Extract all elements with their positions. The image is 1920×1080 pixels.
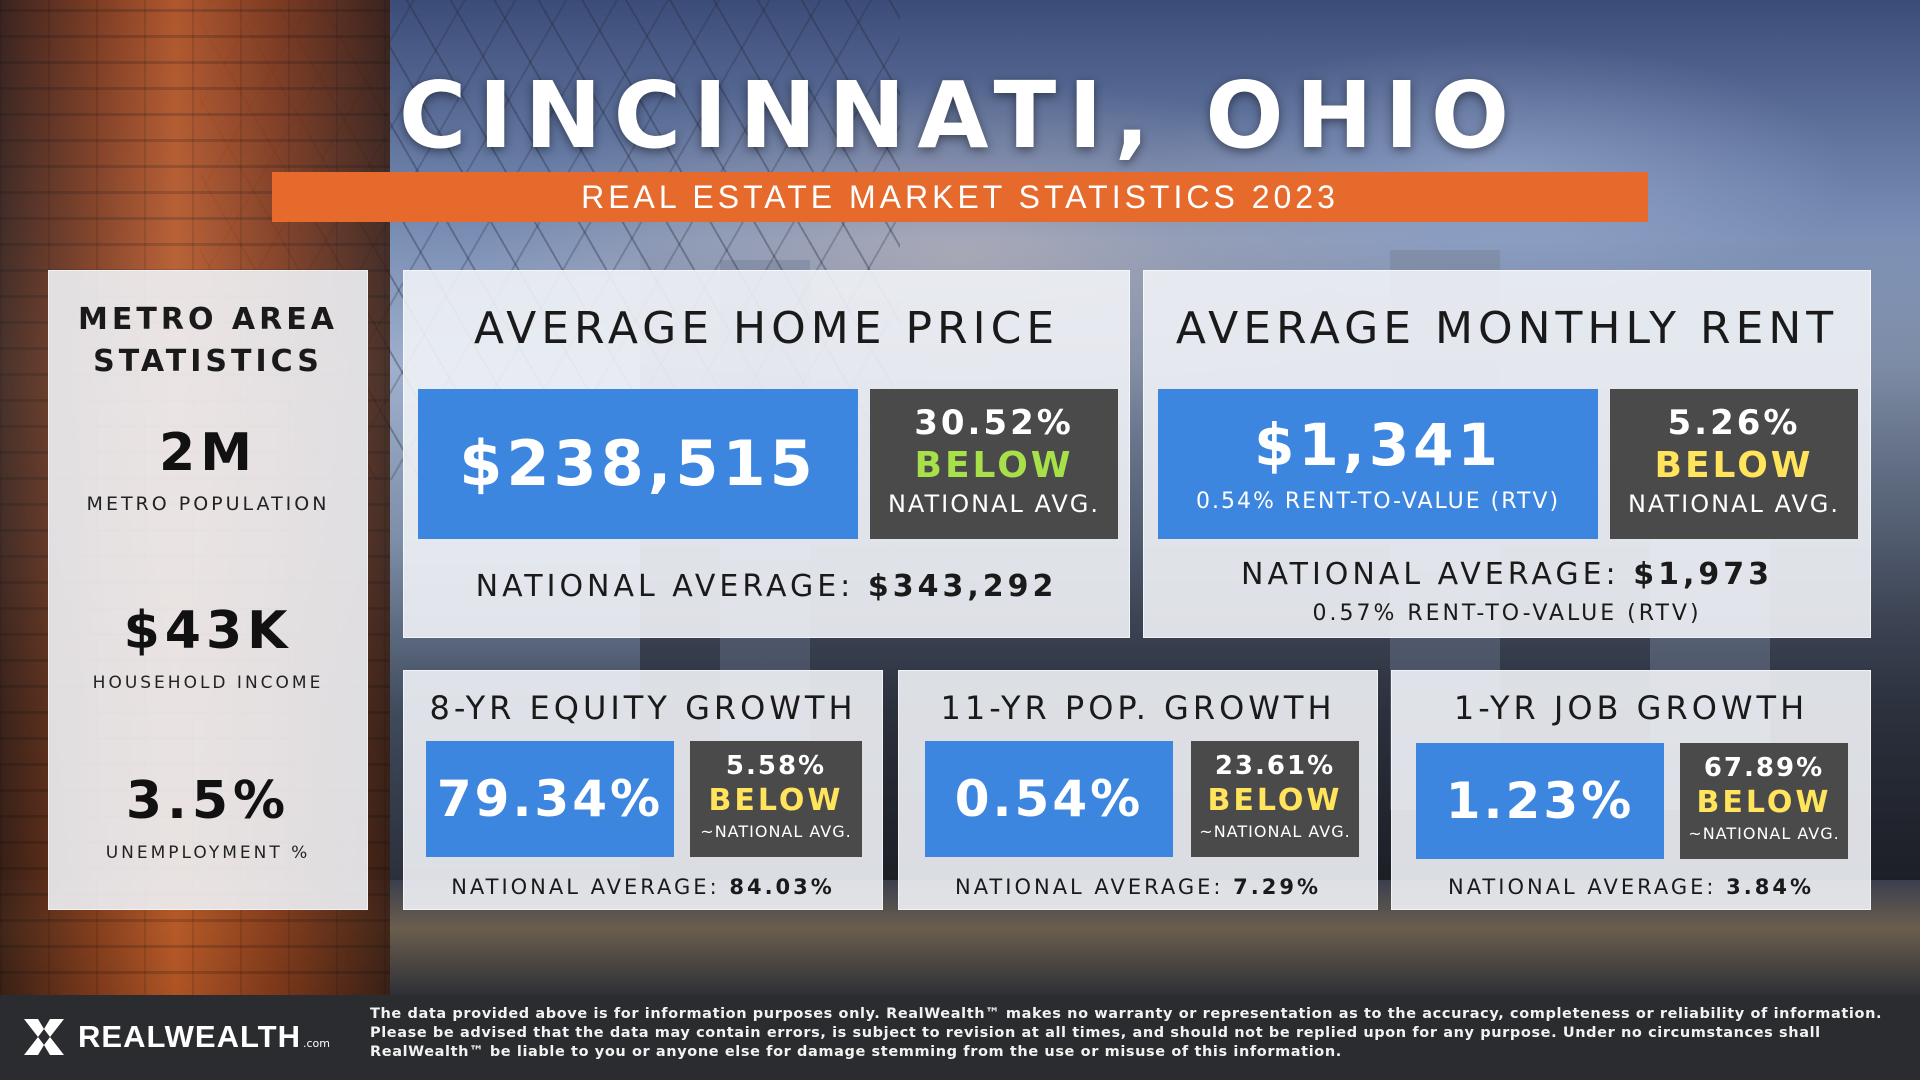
rent-national-rtv: 0.57% RENT-TO-VALUE (RTV): [1312, 601, 1702, 626]
job-national-label: NATIONAL AVERAGE:: [1447, 875, 1717, 899]
pop-below: BELOW: [1207, 783, 1343, 818]
rent-value-box: $1,341 0.54% RENT-TO-VALUE (RTV): [1158, 389, 1598, 539]
job-pct: 67.89%: [1703, 753, 1825, 783]
equity-growth-card: 8-YR EQUITY GROWTH 79.34% 5.58% BELOW ~N…: [403, 670, 883, 910]
pop-pct: 23.61%: [1214, 751, 1336, 781]
job-compare-box: 67.89% BELOW ~NATIONAL AVG.: [1680, 743, 1848, 859]
rent-national-line: NATIONAL AVERAGE: $1,973: [1144, 557, 1870, 592]
metro-heading-line1: METRO AREA: [78, 302, 338, 337]
rent-rtv: 0.54% RENT-TO-VALUE (RTV): [1195, 489, 1561, 514]
rent-national-label: NATIONAL AVERAGE:: [1241, 557, 1620, 592]
realwealth-logo[interactable]: REALWEALTH .com: [20, 1013, 330, 1061]
home-price-below: BELOW: [914, 445, 1074, 486]
equity-national-value: 84.03%: [729, 875, 835, 899]
home-price-nat-avg-label: NATIONAL AVG.: [887, 490, 1101, 518]
equity-compare-box: 5.58% BELOW ~NATIONAL AVG.: [690, 741, 862, 857]
job-nat-avg-label: ~NATIONAL AVG.: [1688, 824, 1840, 843]
home-price-card: AVERAGE HOME PRICE $238,515 30.52% BELOW…: [403, 270, 1130, 638]
home-price-value: $238,515: [459, 427, 817, 500]
job-below: BELOW: [1696, 785, 1832, 820]
equity-value-box: 79.34%: [426, 741, 674, 857]
job-value: 1.23%: [1445, 772, 1635, 830]
metro-stats-panel: METRO AREA STATISTICS 2M METRO POPULATIO…: [48, 270, 368, 910]
pop-value: 0.54%: [954, 770, 1144, 828]
metro-population-value: 2M: [159, 423, 257, 483]
rent-compare-box: 5.26% BELOW NATIONAL AVG.: [1610, 389, 1858, 539]
job-growth-title: 1-YR JOB GROWTH: [1453, 689, 1809, 727]
home-price-value-box: $238,515: [418, 389, 858, 539]
equity-below: BELOW: [708, 783, 844, 818]
household-income-label: HOUSEHOLD INCOME: [92, 673, 324, 693]
equity-nat-avg-label: ~NATIONAL AVG.: [700, 822, 852, 841]
equity-national-label: NATIONAL AVERAGE:: [451, 875, 720, 899]
realwealth-logo-icon: [20, 1013, 68, 1061]
home-price-national-label: NATIONAL AVERAGE:: [475, 569, 855, 604]
job-growth-card: 1-YR JOB GROWTH 1.23% 67.89% BELOW ~NATI…: [1391, 670, 1871, 910]
metro-population-label: METRO POPULATION: [86, 493, 330, 515]
job-value-box: 1.23%: [1416, 743, 1664, 859]
footer-bar: REALWEALTH .com The data provided above …: [0, 995, 1920, 1080]
unemployment-label: UNEMPLOYMENT %: [105, 843, 311, 863]
rent-below: BELOW: [1654, 445, 1814, 486]
home-price-title: AVERAGE HOME PRICE: [473, 303, 1060, 354]
rent-pct: 5.26%: [1667, 403, 1801, 443]
job-national-line: NATIONAL AVERAGE: 3.84%: [1392, 875, 1870, 899]
equity-growth-title: 8-YR EQUITY GROWTH: [429, 689, 857, 727]
home-price-pct: 30.52%: [914, 403, 1074, 443]
subtitle-banner: REAL ESTATE MARKET STATISTICS 2023: [272, 172, 1648, 222]
disclaimer-text: The data provided above is for informati…: [370, 1006, 1883, 1060]
page-title: CINCINNATI, OHIO: [398, 62, 1522, 169]
home-price-national-line: NATIONAL AVERAGE: $343,292: [404, 569, 1129, 604]
pop-value-box: 0.54%: [925, 741, 1173, 857]
monthly-rent-card: AVERAGE MONTHLY RENT $1,341 0.54% RENT-T…: [1143, 270, 1871, 638]
equity-national-line: NATIONAL AVERAGE: 84.03%: [404, 875, 882, 899]
home-price-compare-box: 30.52% BELOW NATIONAL AVG.: [870, 389, 1118, 539]
rent-value: $1,341: [1254, 411, 1502, 479]
pop-nat-avg-label: ~NATIONAL AVG.: [1199, 822, 1351, 841]
pop-growth-card: 11-YR POP. GROWTH 0.54% 23.61% BELOW ~NA…: [898, 670, 1378, 910]
pop-national-value: 7.29%: [1233, 875, 1321, 899]
pop-national-line: NATIONAL AVERAGE: 7.29%: [899, 875, 1377, 899]
unemployment-value: 3.5%: [125, 771, 291, 831]
pop-compare-box: 23.61% BELOW ~NATIONAL AVG.: [1191, 741, 1359, 857]
metro-heading-line2: STATISTICS: [93, 344, 323, 379]
equity-pct: 5.58%: [725, 751, 827, 781]
rent-nat-avg-label: NATIONAL AVG.: [1627, 490, 1841, 518]
monthly-rent-title: AVERAGE MONTHLY RENT: [1175, 303, 1839, 354]
household-income-value: $43K: [123, 601, 293, 661]
job-national-value: 3.84%: [1726, 875, 1814, 899]
home-price-national-value: $343,292: [867, 569, 1058, 604]
rent-national-value: $1,973: [1633, 557, 1773, 592]
pop-national-label: NATIONAL AVERAGE:: [954, 875, 1224, 899]
metro-stats-heading: METRO AREA STATISTICS: [49, 299, 367, 383]
pop-growth-title: 11-YR POP. GROWTH: [940, 689, 1336, 727]
realwealth-logo-suffix: .com: [302, 1036, 330, 1050]
equity-value: 79.34%: [436, 770, 664, 828]
realwealth-logo-text: REALWEALTH: [78, 1019, 301, 1054]
